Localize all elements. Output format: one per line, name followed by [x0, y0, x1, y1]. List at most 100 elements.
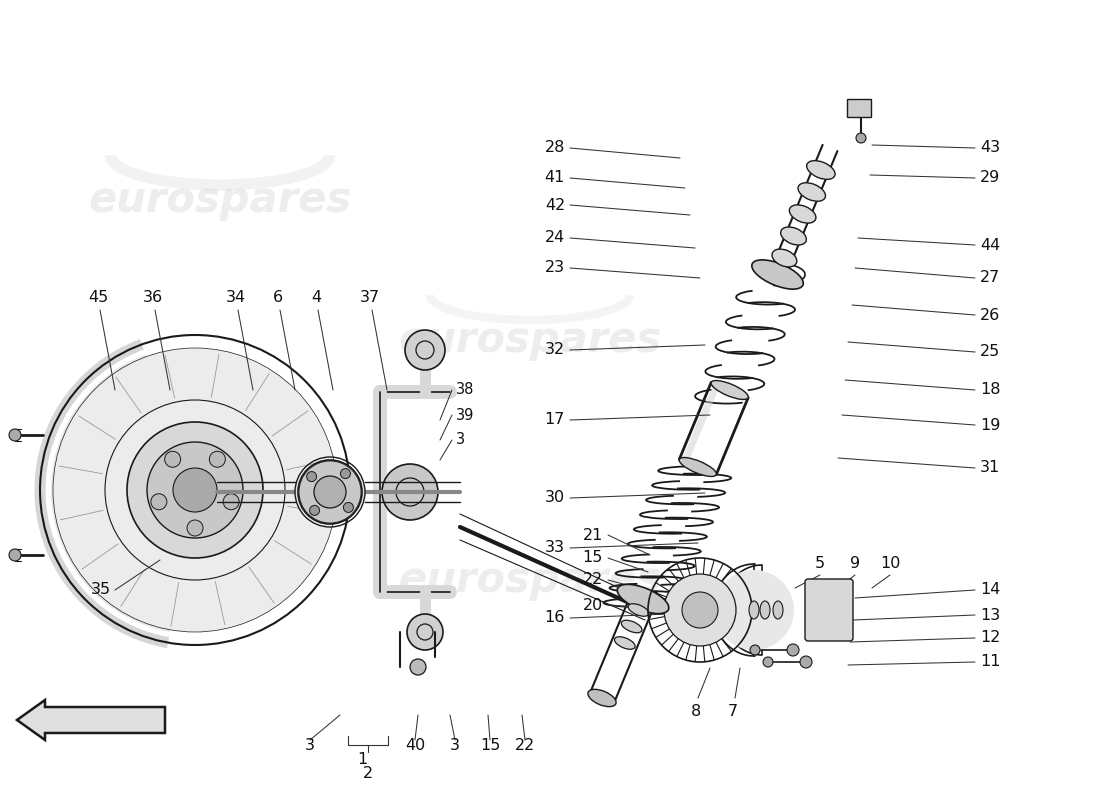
Text: 27: 27 [980, 270, 1000, 286]
Text: 3: 3 [450, 738, 460, 753]
Text: 5: 5 [815, 555, 825, 570]
Circle shape [763, 657, 773, 667]
Circle shape [151, 494, 167, 510]
Circle shape [750, 645, 760, 655]
Text: 32: 32 [544, 342, 565, 358]
Text: 25: 25 [980, 345, 1000, 359]
Ellipse shape [790, 205, 816, 223]
Ellipse shape [760, 601, 770, 619]
Circle shape [714, 570, 794, 650]
Text: 39: 39 [456, 407, 474, 422]
Text: 15: 15 [480, 738, 501, 753]
Ellipse shape [798, 182, 825, 202]
Text: 24: 24 [544, 230, 565, 246]
Circle shape [173, 468, 217, 512]
FancyBboxPatch shape [805, 579, 852, 641]
Text: 45: 45 [88, 290, 108, 306]
Circle shape [382, 464, 438, 520]
Text: 8: 8 [691, 705, 701, 719]
Circle shape [664, 574, 736, 646]
Text: 20: 20 [583, 598, 603, 613]
Ellipse shape [773, 601, 783, 619]
Text: 12: 12 [980, 630, 1000, 646]
Text: eurospares: eurospares [398, 319, 661, 361]
Text: 26: 26 [980, 307, 1000, 322]
Circle shape [314, 476, 346, 508]
Text: 16: 16 [544, 610, 565, 626]
Text: 38: 38 [456, 382, 474, 398]
Text: 17: 17 [544, 413, 565, 427]
Text: 9: 9 [850, 555, 860, 570]
Circle shape [407, 614, 443, 650]
Circle shape [9, 549, 21, 561]
Text: 2: 2 [363, 766, 373, 781]
Circle shape [147, 442, 243, 538]
FancyBboxPatch shape [847, 99, 871, 117]
Text: 40: 40 [405, 738, 425, 753]
Text: 4: 4 [311, 290, 321, 306]
Circle shape [126, 422, 263, 558]
Ellipse shape [615, 637, 635, 650]
Circle shape [165, 451, 180, 467]
Text: eurospares: eurospares [398, 559, 661, 601]
Text: 19: 19 [980, 418, 1000, 433]
Text: 7: 7 [728, 705, 738, 719]
Circle shape [209, 451, 226, 467]
Text: 13: 13 [980, 607, 1000, 622]
Text: 14: 14 [980, 582, 1000, 598]
Text: 3: 3 [456, 433, 465, 447]
Circle shape [307, 471, 317, 482]
Circle shape [9, 429, 21, 441]
Ellipse shape [628, 604, 649, 616]
Ellipse shape [751, 260, 803, 289]
Text: 23: 23 [544, 261, 565, 275]
Text: 42: 42 [544, 198, 565, 213]
Ellipse shape [295, 462, 365, 522]
Ellipse shape [711, 381, 748, 399]
FancyArrow shape [16, 700, 165, 740]
Text: 34: 34 [226, 290, 246, 306]
Text: 6: 6 [273, 290, 283, 306]
Text: 3: 3 [305, 738, 315, 753]
Ellipse shape [772, 249, 796, 267]
Text: 29: 29 [980, 170, 1000, 186]
Text: 18: 18 [980, 382, 1001, 398]
Ellipse shape [806, 161, 835, 179]
Circle shape [53, 348, 337, 632]
Ellipse shape [621, 620, 642, 633]
Ellipse shape [679, 458, 716, 477]
Text: 28: 28 [544, 141, 565, 155]
Text: eurospares: eurospares [88, 179, 352, 221]
Text: 44: 44 [980, 238, 1000, 253]
Circle shape [343, 502, 353, 513]
Text: 22: 22 [515, 738, 535, 753]
Circle shape [187, 520, 204, 536]
Circle shape [298, 460, 362, 524]
Ellipse shape [587, 690, 616, 706]
Circle shape [856, 133, 866, 143]
Circle shape [410, 659, 426, 675]
Ellipse shape [781, 227, 806, 245]
Text: 37: 37 [360, 290, 381, 306]
Text: 36: 36 [143, 290, 163, 306]
Text: 11: 11 [980, 654, 1001, 670]
Circle shape [405, 330, 446, 370]
Circle shape [800, 656, 812, 668]
Circle shape [309, 506, 320, 515]
Text: 1: 1 [356, 753, 367, 767]
Text: 22: 22 [583, 573, 603, 587]
Text: 33: 33 [544, 541, 565, 555]
Text: 10: 10 [880, 555, 900, 570]
Text: 43: 43 [980, 141, 1000, 155]
Ellipse shape [617, 584, 669, 614]
Ellipse shape [749, 601, 759, 619]
Text: 21: 21 [583, 527, 603, 542]
Text: 30: 30 [544, 490, 565, 506]
Text: 15: 15 [583, 550, 603, 566]
Circle shape [786, 644, 799, 656]
Circle shape [340, 469, 351, 478]
Circle shape [223, 494, 239, 510]
Circle shape [682, 592, 718, 628]
Text: 35: 35 [91, 582, 111, 598]
Text: 31: 31 [980, 461, 1000, 475]
